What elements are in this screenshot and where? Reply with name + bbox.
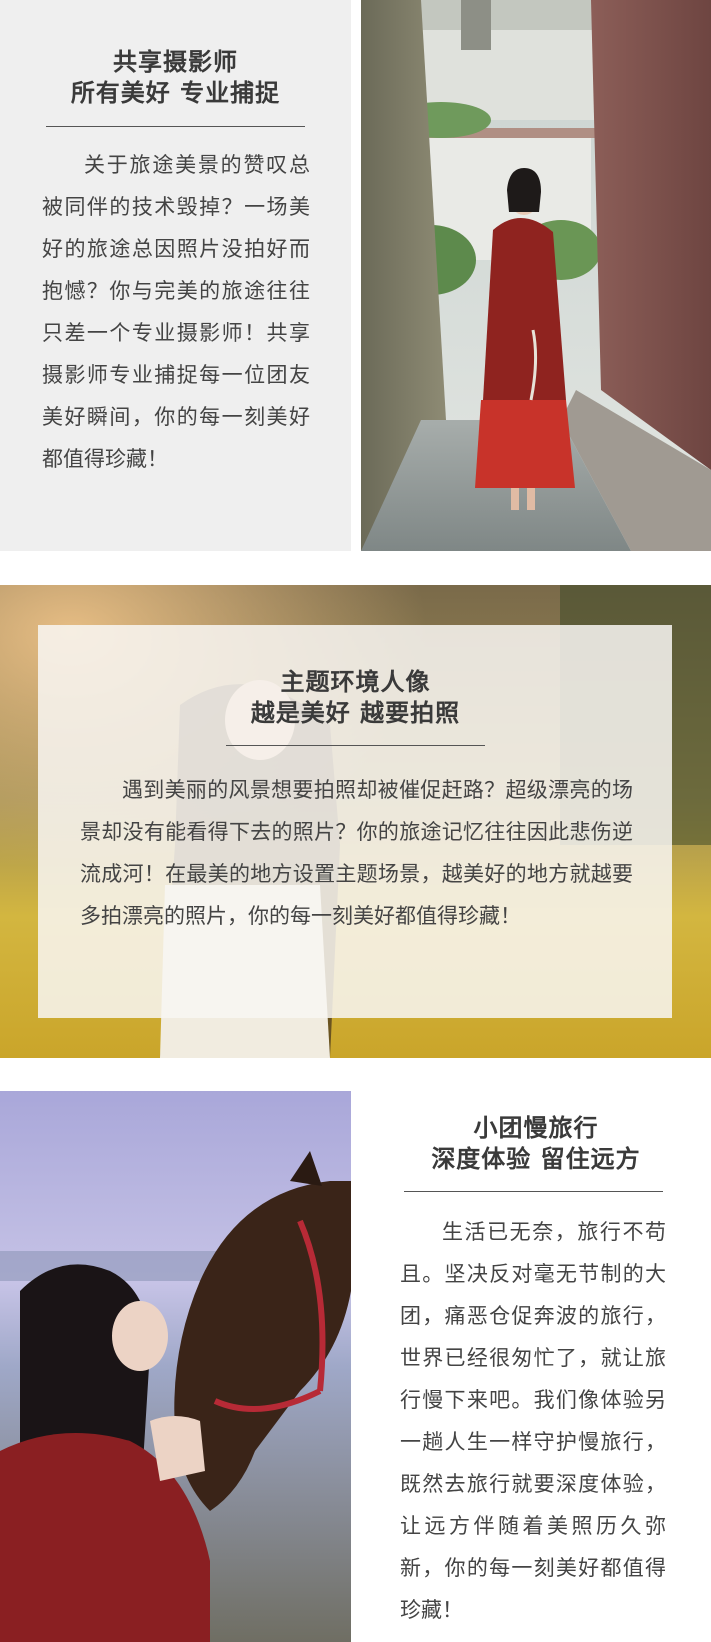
section-subtitle: 深度体验 留住远方 [431,1145,641,1173]
text-panel [0,0,351,551]
section-title: 共享摄影师 [113,48,238,76]
section-subtitle: 越是美好 越要拍照 [250,699,461,727]
section-title: 主题环境人像 [280,668,431,696]
section-heading: 共享摄影师 所有美好 专业捕捉 [0,47,351,109]
section-subtitle: 所有美好 专业捕捉 [70,79,281,107]
feature-section-photographer: 共享摄影师 所有美好 专业捕捉 关于旅途美景的赞叹总被同伴的技术毁掉？一场美好的… [0,0,711,551]
photo-woman-red-shawl-alley [361,0,711,551]
section-title: 小团慢旅行 [473,1114,599,1142]
heading-divider [404,1191,663,1192]
photo-woman-with-horse [0,1091,351,1642]
section-body: 关于旅途美景的赞叹总被同伴的技术毁掉？一场美好的旅途总因照片没拍好而抱憾？你与完… [42,153,310,471]
section-heading: 小团慢旅行 深度体验 留住远方 [361,1113,711,1175]
section-body: 生活已无奈，旅行不苟且。坚决反对毫无节制的大团，痛恶仓促奔波的旅行，世界已经很匆… [400,1220,666,1622]
feature-section-slow-travel: 小团慢旅行 深度体验 留住远方 生活已无奈，旅行不苟且。坚决反对毫无节制的大团，… [0,1091,711,1642]
feature-section-portrait: 主题环境人像 越是美好 越要拍照 遇到美丽的风景想要拍照却被催促赶路？超级漂亮的… [0,585,711,1058]
section-body: 遇到美丽的风景想要拍照却被催促赶路？超级漂亮的场景却没有能看得下去的照片？你的旅… [80,778,633,928]
heading-divider [226,745,485,746]
heading-divider [46,126,305,127]
section-heading: 主题环境人像 越是美好 越要拍照 [0,667,711,729]
text-overlay-card [38,625,672,1018]
